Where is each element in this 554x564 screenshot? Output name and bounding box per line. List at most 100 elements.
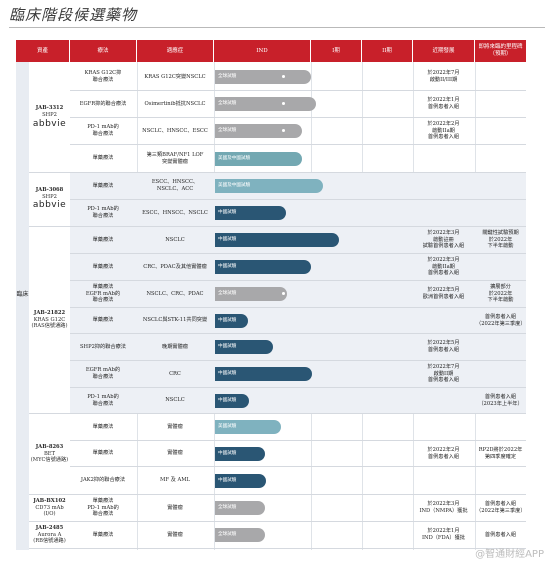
row-divider — [70, 226, 526, 227]
bar-label: 中國試驗 — [218, 264, 237, 269]
progress-bar: 中國試驗 — [215, 206, 286, 220]
progress-dot-icon — [282, 75, 285, 78]
expected-milestone-cell — [476, 467, 525, 494]
asset-pathway: (MYC信號通路) — [30, 457, 69, 464]
progress-bar: 中國試驗 — [215, 260, 311, 274]
row-divider — [70, 440, 526, 441]
asset-group: JAB-2485 Aurora A (RB信號通路) — [29, 522, 70, 548]
asset-pathway: (I/O) — [43, 511, 56, 518]
milestone-cell: 於2022年5月 歐洲首例患者入組 — [422, 287, 465, 300]
header-asset: 資產 — [16, 40, 69, 62]
row-divider — [70, 387, 526, 388]
therapy-cell: 單藥療法 — [92, 423, 114, 430]
row-divider — [70, 253, 526, 254]
bar-label: 美國試驗 — [218, 424, 237, 429]
therapy-cell: JAK2抑的聯合療法 — [80, 477, 126, 484]
table-row — [70, 388, 526, 413]
therapy-cell: SHP2抑的聯合療法 — [80, 343, 126, 350]
bar-label: 全球試驗 — [218, 505, 237, 510]
asset-group: JAB-BX102 CD73 mAb (I/O) — [29, 495, 70, 521]
milestone-cell: 於2022年7月 啟動II期 首例患者入組 — [427, 363, 460, 384]
milestone-cell: 於2022年5月 首例患者入組 — [427, 340, 460, 353]
milestone-cell — [414, 173, 473, 199]
expected-milestone-cell — [476, 414, 525, 440]
table-row — [70, 308, 526, 333]
indication-cell: KRAS G12C突變NSCLC — [144, 73, 206, 80]
progress-bar: 全球試驗 — [215, 97, 316, 111]
row-divider — [70, 494, 526, 495]
table-row — [70, 281, 526, 307]
therapy-cell: PD-1 mAb的 聯合療法 — [87, 206, 119, 219]
milestone-cell: 於2022年7月 啟動II/III期 — [427, 70, 460, 83]
bar-label: 中國試驗 — [218, 237, 237, 242]
milestone-cell: 於2022年3月 啟動註冊 試驗首例患者入組 — [422, 229, 465, 250]
expected-milestone-cell: RP2D將於2022年 第四季度確定 — [478, 446, 523, 460]
milestone-cell — [414, 467, 473, 494]
milestone-cell: 於2022年2月 首例患者入組 — [427, 446, 460, 460]
header-milestone: 近期發展 — [413, 40, 474, 62]
progress-bar: 美國試驗 — [215, 420, 281, 434]
indication-cell: NSCLC — [165, 397, 185, 404]
indication-cell: 晚期實體瘤 — [162, 343, 188, 350]
row-divider — [70, 90, 526, 91]
progress-dot-icon — [282, 129, 285, 132]
asset-target: SHP2 — [42, 193, 57, 200]
asset-name: JAB-2485 — [35, 524, 64, 531]
therapy-cell: 單藥療法 — [92, 531, 114, 538]
expected-milestone-cell: 關鍵性試驗預期 於2022年 下半年啟動 — [482, 229, 519, 250]
asset-pathway: (RAS信號通路) — [31, 323, 68, 330]
row-divider — [70, 117, 526, 118]
progress-bar: 美國及中國試驗 — [215, 151, 302, 166]
row-divider — [70, 548, 526, 549]
therapy-cell: 單藥療法 — [92, 155, 114, 162]
asset-target: CD73 mAb — [35, 504, 64, 511]
indication-cell: 實體瘤 — [167, 504, 183, 511]
page-title: 臨床階段候選藥物 — [9, 6, 138, 24]
expected-milestone-cell — [476, 118, 525, 144]
bar-label: 中國試驗 — [218, 450, 237, 456]
progress-bar: 全球試驗 — [215, 528, 265, 542]
therapy-cell: 單藥療法 — [92, 317, 114, 324]
bar-label: 全球試驗 — [218, 128, 237, 133]
expected-milestone-cell — [476, 334, 525, 360]
bar-label: 中國試驗 — [218, 397, 237, 403]
milestone-cell: 於2022年3月 IND（NMPA）獲批 — [419, 501, 468, 514]
progress-bar: 中國試驗 — [215, 446, 265, 461]
indication-cell: NSCLC、CRC、PDAC — [146, 290, 204, 297]
section-label: 臨床 — [16, 291, 29, 298]
bar-label: 中國試驗 — [218, 210, 237, 215]
milestone-cell — [414, 388, 473, 413]
expected-milestone-cell: 擴展部分 於2022年 下半年啟動 — [487, 283, 514, 304]
progress-bar: 中國試驗 — [215, 340, 273, 354]
asset-name: JAB-3068 — [35, 186, 64, 193]
progress-bar: 中國試驗 — [215, 313, 248, 328]
header-therapy: 療法 — [70, 40, 136, 62]
header-phase2: II期 — [362, 40, 412, 62]
asset-target: KRAS G12C — [33, 316, 66, 323]
partner-logo: abbvie — [32, 200, 67, 211]
expected-milestone-cell — [476, 64, 525, 90]
bar-label: 美國及中國試驗 — [218, 155, 251, 161]
bar-label: 美國及中國試驗 — [218, 183, 251, 188]
milestone-cell — [414, 145, 473, 172]
expected-milestone-cell: 首例患者入組 （2023年上半年） — [478, 393, 523, 407]
milestone-cell — [414, 308, 473, 333]
therapy-cell: EGFR mAb的 聯合療法 — [85, 367, 121, 380]
indication-cell: ESCC、HNSCC、NSCLC — [142, 209, 208, 216]
header-expected: 即將來臨的里程碑（預期） — [475, 40, 526, 62]
asset-divider — [29, 172, 70, 173]
therapy-cell: 單藥療法 — [92, 263, 114, 270]
indication-cell: ESCC、HNSCC、 NSCLC、ACC — [151, 179, 199, 192]
expected-milestone-cell: 首例患者入組 （2022年第三季度） — [476, 313, 526, 327]
asset-name: JAB-3312 — [35, 105, 64, 112]
therapy-cell: 單藥療法 — [92, 450, 114, 457]
bar-label: 全球試驗 — [218, 101, 237, 106]
section-sidebar: 臨床 — [16, 62, 29, 550]
bar-label: 中國試驗 — [218, 371, 237, 376]
row-divider — [70, 466, 526, 467]
row-divider — [70, 280, 526, 281]
bar-label: 全球試驗 — [218, 74, 237, 79]
indication-cell: 實體瘤 — [167, 450, 183, 457]
asset-divider — [29, 494, 70, 495]
header-ind: IND — [214, 40, 310, 62]
